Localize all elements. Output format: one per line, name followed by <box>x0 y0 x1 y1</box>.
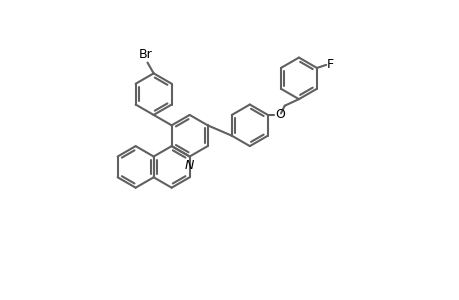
Text: N: N <box>185 159 194 172</box>
Text: Br: Br <box>139 48 152 61</box>
Text: F: F <box>326 58 333 71</box>
Text: O: O <box>274 108 284 122</box>
